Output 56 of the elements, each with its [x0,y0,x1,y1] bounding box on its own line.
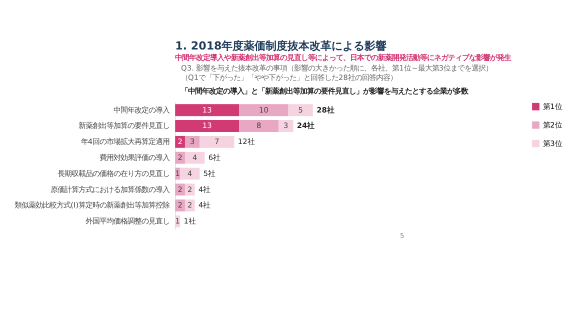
y-tick-label: 原価計算方式における加算係数の導入 [50,184,170,194]
total-label: 24社 [296,121,314,130]
total-label: 1社 [184,216,196,226]
bar [175,199,185,212]
data-label: 2 [178,137,182,146]
bar [175,184,185,196]
y-tick-label: 年4回の市場拡大再算定適用 [80,137,170,146]
bar [180,168,200,180]
legend-label: 第2位 [543,120,562,130]
data-label: 1 [175,168,180,178]
bar [200,136,234,148]
text: 「中間年改定の導入」と「新薬創出等加算の要件見直し」が影響を与えたとする企業が多数 [181,86,470,96]
bar [184,184,195,196]
bar [184,199,195,212]
total-label: 28社 [316,105,334,114]
data-label: 8 [256,121,262,130]
total-label: 5社 [203,168,216,178]
data-label: 3 [283,121,288,130]
data-label: 5 [298,105,304,114]
bar [239,104,288,116]
y-tick-label: 類似薬効比較方式(I)算定時の新薬創出等加算控除 [14,200,170,210]
total-label: 12社 [238,137,254,146]
data-label: 4 [188,168,193,178]
total-label: 4社 [198,184,210,194]
bar [175,136,185,148]
data-label: 2 [188,200,192,210]
y-tick-label: 費用対効果評価の導入 [100,153,170,162]
text: Q3. 影響を与えた抜本改革の事項（影響の大きかった順に、各社、第1位～最大第3位までを選択） [181,63,493,72]
bar [278,120,294,132]
data-label: 7 [214,137,220,146]
data-label: 2 [178,153,182,162]
data-label: 2 [188,184,192,194]
text: （Q1で「下がった」「やや下がった」と回答した28社の回答内容） [181,73,397,82]
legend-label: 第3位 [543,138,562,148]
y-tick-label: 中間年改定の導入 [114,105,170,114]
y-tick-label: 新薬創出等加算の要件見直し [78,121,170,130]
data-label: 2 [178,200,182,210]
y-tick-label: 外国平均価格調整の見直し [86,216,170,226]
chart-title: 1. 2018年度薬価制度抜本改革による影響 [175,40,387,53]
bar [239,120,278,132]
data-label: 1 [175,216,180,226]
y-tick-label: 長期収載品の価格の在り方の見直し [58,168,170,178]
data-label: 4 [192,153,198,162]
legend-label: 第1位 [543,102,562,111]
data-label: 13 [202,121,212,130]
data-label: 3 [190,137,196,146]
data-label: 13 [202,105,212,114]
data-label: 10 [259,105,269,114]
bar [184,136,200,148]
bar [175,104,240,116]
text: 中間年改定導入や新薬創出等加算の見直し等によって、日本での新薬開発活動等にネガティブな影響が発生 [175,53,512,62]
bar [175,120,240,132]
data-label: 2 [178,184,182,194]
total-label: 4社 [198,200,210,210]
bar [288,104,313,116]
total-label: 6社 [208,153,220,162]
